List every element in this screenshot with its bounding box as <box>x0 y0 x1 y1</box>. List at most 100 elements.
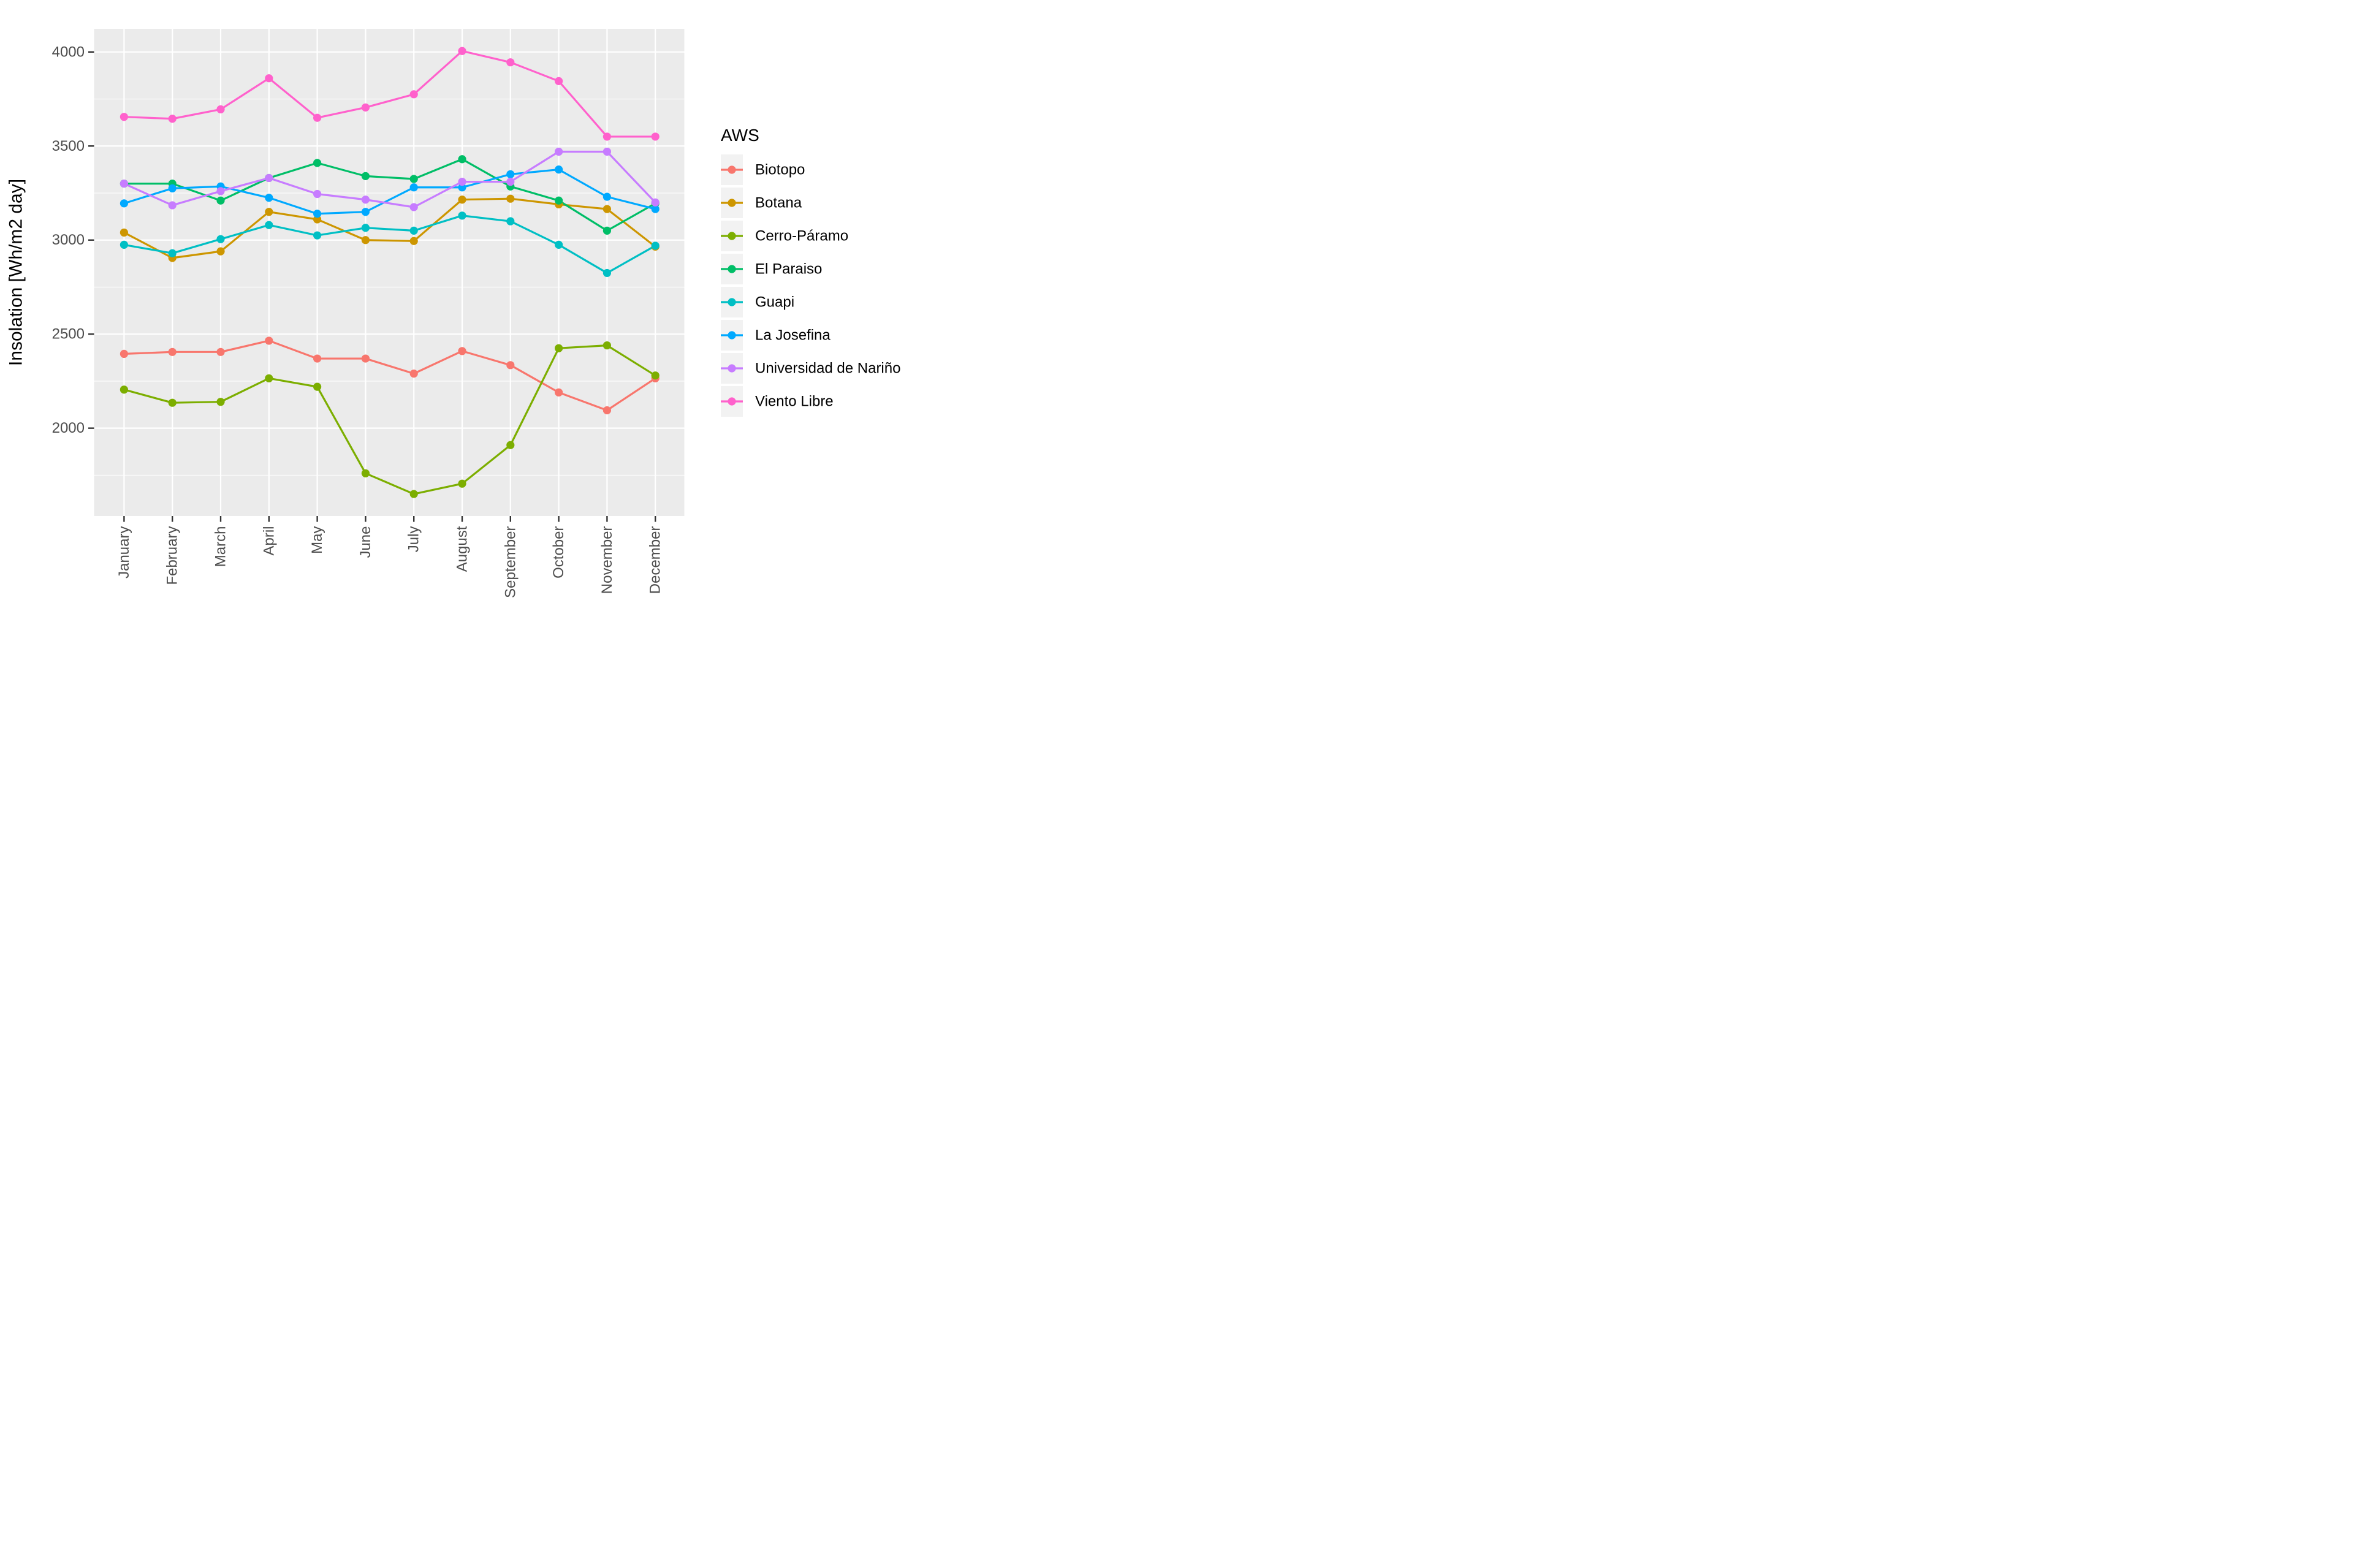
legend-entry-universidad-de-nari-o: Universidad de Nariño <box>721 353 900 384</box>
data-point <box>265 208 273 216</box>
x-tick-label: October <box>550 526 567 578</box>
data-point <box>265 221 273 229</box>
x-tick-label: November <box>599 526 615 594</box>
x-tick-label: April <box>260 526 277 556</box>
data-point <box>651 132 660 141</box>
data-point <box>313 189 322 199</box>
legend-label: Guapi <box>755 294 794 311</box>
data-point <box>168 398 177 407</box>
data-point <box>409 490 418 498</box>
data-point <box>409 370 418 378</box>
data-point <box>506 441 515 449</box>
data-point <box>361 196 370 204</box>
legend-key-point <box>728 397 736 406</box>
data-point <box>555 344 563 352</box>
data-point <box>168 347 177 356</box>
x-tick-label: January <box>116 526 132 579</box>
data-point <box>458 177 466 186</box>
data-point <box>603 341 612 350</box>
series-line-guapi <box>124 214 656 275</box>
data-point <box>458 47 466 55</box>
axis-tick-marks <box>88 51 656 522</box>
data-point <box>458 211 466 220</box>
data-point <box>603 226 612 235</box>
legend-label: Botana <box>755 195 802 211</box>
data-point <box>555 388 563 397</box>
series-points-cerro-p-ramo <box>120 341 660 498</box>
data-point <box>361 172 370 180</box>
insolation-figure: 2000 2500 3000 3500 4000 January February March… <box>0 0 952 626</box>
data-point <box>168 249 177 257</box>
data-point <box>651 241 660 250</box>
data-point <box>361 354 370 363</box>
data-point <box>409 175 418 183</box>
data-point <box>603 205 612 213</box>
data-point <box>361 236 370 245</box>
data-point <box>216 247 225 256</box>
legend-key-point <box>728 298 736 306</box>
data-point <box>458 347 466 355</box>
legend-key-point <box>728 364 736 373</box>
x-tick-label: July <box>406 526 422 553</box>
data-point <box>265 194 273 202</box>
data-point <box>409 226 418 235</box>
data-point <box>506 217 515 226</box>
legend: AWS Biotopo Botana Cerro-Páramo El Paraiso Gu… <box>721 126 900 417</box>
data-point <box>603 147 612 156</box>
legend-entry-viento-libre: Viento Libre <box>721 386 834 417</box>
y-minor-gridlines <box>94 98 685 476</box>
y-tick-label: 2500 <box>52 326 85 343</box>
x-tick-label: June <box>357 526 374 558</box>
data-point <box>458 155 466 164</box>
series-points-viento-libre <box>120 47 660 141</box>
series-line-universidad-de-nari-o <box>123 150 656 208</box>
series-line-viento-libre <box>124 50 656 138</box>
legend-label: Viento Libre <box>755 393 834 410</box>
data-point <box>313 215 322 224</box>
series-points-universidad-de-nari-o <box>120 147 660 211</box>
legend-label: Cerro-Páramo <box>755 228 848 245</box>
data-point <box>120 240 128 249</box>
data-point <box>555 240 563 249</box>
legend-key-point <box>728 199 736 207</box>
data-point <box>120 199 128 208</box>
data-point <box>361 103 370 112</box>
data-point <box>506 177 515 186</box>
data-point <box>313 210 322 218</box>
legend-label: Universidad de Nariño <box>755 360 900 377</box>
data-point <box>168 115 177 123</box>
data-point <box>361 224 370 232</box>
series-line-cerro-p-ramo <box>123 344 656 495</box>
data-point <box>506 194 515 203</box>
data-point <box>265 74 273 83</box>
x-tick-label: March <box>213 526 229 568</box>
data-point <box>603 268 612 278</box>
y-axis-title: Insolation [Wh/m2 day] <box>6 179 26 366</box>
legend-entry-la-josefina: La Josefina <box>721 320 831 351</box>
legend-key-point <box>728 232 736 240</box>
legend-label: El Paraiso <box>755 261 822 278</box>
legend-key-point <box>728 265 736 273</box>
legend-entry-botana: Botana <box>721 188 802 218</box>
data-point <box>651 198 660 207</box>
data-point <box>409 90 418 99</box>
legend-label: Biotopo <box>755 162 805 178</box>
y-tick-label: 2000 <box>52 420 85 436</box>
data-point <box>555 196 563 205</box>
y-axis-labels: 2000 2500 3000 3500 4000 <box>52 44 85 436</box>
data-point <box>651 371 660 380</box>
insolation-chart: 2000 2500 3000 3500 4000 January February March… <box>0 0 952 626</box>
data-point <box>555 165 563 174</box>
data-point <box>265 336 273 345</box>
series-points <box>120 47 660 498</box>
data-point <box>458 183 466 192</box>
data-point <box>555 147 563 156</box>
data-point <box>603 406 612 415</box>
data-point <box>651 205 660 213</box>
legend-entry-biotopo: Biotopo <box>721 154 805 185</box>
data-point <box>216 235 225 243</box>
series-line-la-josefina <box>123 169 656 215</box>
legend-key-point <box>728 165 736 174</box>
x-tick-label: August <box>454 526 471 572</box>
legend-title: AWS <box>721 126 759 145</box>
